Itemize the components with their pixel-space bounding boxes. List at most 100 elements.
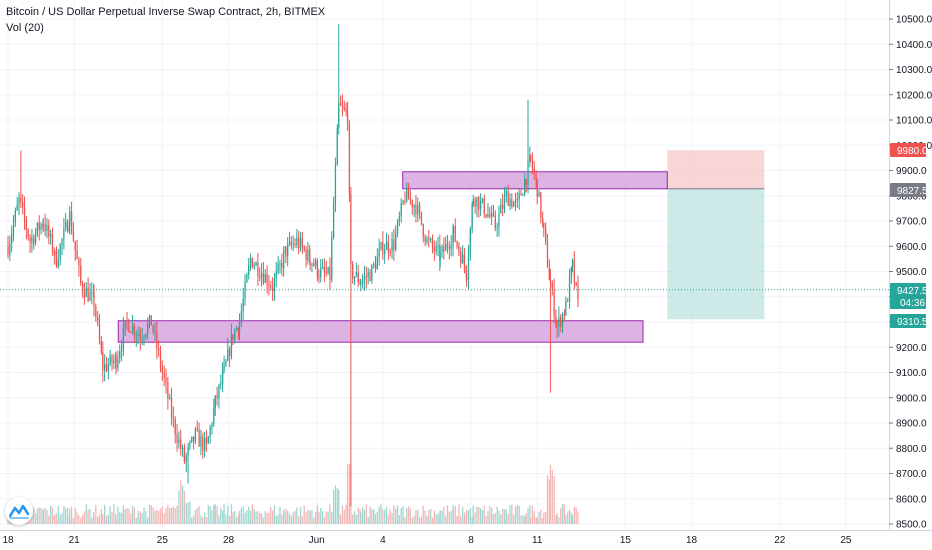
candle-body	[369, 272, 371, 282]
volume-bar	[154, 510, 156, 524]
candle-body	[189, 441, 191, 447]
volume-bar	[141, 513, 143, 524]
candle-body	[242, 298, 244, 312]
candle-body	[513, 201, 515, 207]
y-tick-label: 10500.0	[896, 15, 932, 26]
volume-bar	[461, 506, 464, 524]
volume-bar	[227, 506, 229, 524]
candle-body	[359, 282, 361, 285]
volume-bar	[290, 516, 292, 524]
volume-bar	[536, 517, 538, 524]
candle-body	[314, 260, 317, 266]
candle-body	[542, 218, 544, 223]
volume-bar	[111, 512, 113, 524]
time-axis[interactable]: 18 21 25 28 Jun 4 8 11 15 18 22 25	[2, 535, 851, 546]
candle-body	[203, 438, 206, 451]
candle-body	[471, 204, 473, 229]
indicator-label[interactable]: Vol (20)	[6, 22, 44, 34]
volume-bar	[345, 504, 347, 524]
volume-bar	[251, 504, 254, 524]
candle-body	[355, 272, 358, 277]
volume-bar	[507, 513, 509, 524]
volume-bar	[433, 510, 435, 524]
resistance-zone[interactable]	[402, 171, 668, 190]
candle-body	[527, 160, 529, 185]
candle-body	[311, 263, 313, 265]
volume-bar	[359, 509, 361, 524]
support-zone[interactable]	[117, 320, 644, 343]
volume-bar	[238, 510, 241, 524]
volume-bar	[163, 513, 165, 524]
candle-body	[248, 265, 250, 275]
volume-bar	[567, 511, 569, 524]
candle-body	[373, 264, 375, 266]
candle-body	[20, 197, 22, 203]
candle-body	[48, 225, 50, 237]
y-tick-label: 10100.0	[896, 116, 932, 127]
candle-body	[264, 274, 266, 283]
volume-bar	[55, 516, 58, 524]
volume-bar	[147, 517, 149, 524]
candle-body	[200, 436, 202, 447]
candle-body	[441, 246, 443, 253]
volume-bar	[469, 508, 471, 524]
volume-bar	[203, 512, 206, 524]
candle-body	[36, 222, 39, 233]
candle-body	[487, 214, 489, 217]
candle-body	[509, 198, 511, 207]
current-price-tag: 9427.5	[897, 286, 928, 297]
tradingview-logo[interactable]	[5, 497, 33, 525]
candle-body	[571, 259, 574, 268]
candle-body	[407, 188, 410, 200]
candle-body	[131, 325, 134, 333]
candle-body	[72, 231, 75, 241]
candle-body	[216, 395, 218, 399]
volume-bar	[481, 509, 484, 524]
volume-bar	[223, 504, 225, 524]
candle-body	[207, 437, 209, 444]
volume-bar	[575, 507, 577, 524]
volume-bar	[391, 512, 393, 524]
candle-body	[400, 203, 402, 217]
candle-body	[548, 266, 550, 280]
volume-bar	[268, 512, 270, 524]
volume-bar	[48, 515, 50, 524]
zones[interactable]	[117, 150, 765, 343]
volume-bar	[485, 516, 487, 524]
candle-body	[296, 237, 298, 245]
price-tags: 9980.0 9827.5 9427.5 04:36 9310.5	[890, 143, 928, 328]
candle-body	[489, 214, 491, 217]
volume-bar	[476, 506, 478, 524]
candle-body	[479, 200, 482, 210]
y-tick-label: 8900.0	[896, 419, 927, 430]
candle-body	[100, 340, 102, 353]
volume-bar	[170, 507, 173, 524]
candle-body	[70, 211, 73, 232]
candle-body	[148, 315, 151, 324]
candle-body	[503, 196, 506, 209]
candle-body	[130, 331, 132, 333]
candle-body	[275, 271, 277, 279]
volume-bar	[360, 512, 362, 524]
candle-body	[240, 311, 243, 323]
volume-bar	[561, 504, 564, 524]
volume-bar	[128, 508, 130, 524]
candle-body	[25, 219, 28, 230]
volume-bar	[34, 513, 37, 524]
volume-bar	[331, 511, 333, 524]
candle-body	[14, 210, 16, 223]
volume-bar	[109, 506, 111, 524]
candle-body	[42, 223, 44, 226]
volume-bar	[309, 511, 311, 524]
candle-body	[391, 239, 393, 252]
candle-body	[343, 106, 345, 109]
candle-body	[367, 272, 369, 278]
volume-bar	[61, 512, 63, 524]
volume-bar	[327, 511, 329, 524]
volume-bar	[242, 505, 244, 524]
chart-legend: Bitcoin / US Dollar Perpetual Inverse Sw…	[6, 4, 325, 36]
volume-bar	[471, 516, 473, 524]
candle-body	[546, 241, 549, 267]
volume-bar	[494, 513, 496, 524]
